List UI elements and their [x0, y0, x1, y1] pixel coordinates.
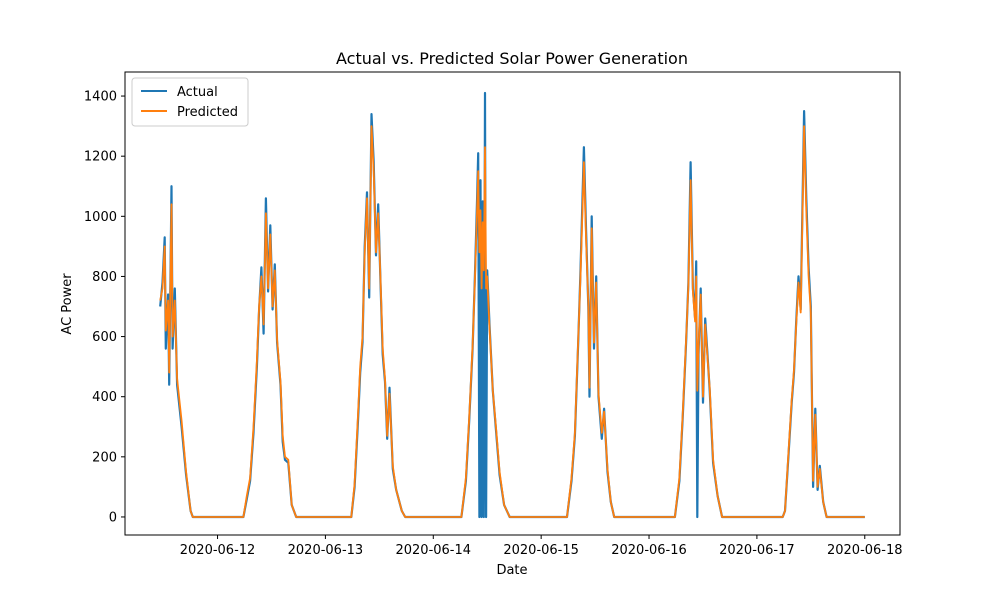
y-tick-label: 200	[92, 450, 117, 465]
legend: Actual Predicted	[132, 78, 248, 126]
y-tick-label: 800	[92, 270, 117, 285]
legend-label-predicted: Predicted	[177, 105, 238, 120]
x-tick-label: 2020-06-15	[503, 543, 579, 558]
x-tick-label: 2020-06-14	[395, 543, 471, 558]
axes-background	[125, 72, 900, 535]
y-axis-label: AC Power	[60, 273, 75, 335]
y-tick-label: 1400	[84, 90, 117, 105]
x-tick-label: 2020-06-16	[611, 543, 687, 558]
y-tick-label: 400	[92, 390, 117, 405]
x-tick-label: 2020-06-12	[180, 543, 256, 558]
chart-title: Actual vs. Predicted Solar Power Generat…	[336, 49, 688, 68]
y-tick-label: 1000	[84, 210, 117, 225]
x-tick-label: 2020-06-18	[827, 543, 903, 558]
x-axis-label: Date	[496, 563, 527, 578]
x-tick-label: 2020-06-17	[719, 543, 795, 558]
legend-label-actual: Actual	[177, 85, 218, 100]
y-tick-label: 600	[92, 330, 117, 345]
x-tick-label: 2020-06-13	[288, 543, 364, 558]
plot-area	[125, 72, 900, 535]
y-tick-label: 0	[109, 510, 117, 525]
y-tick-label: 1200	[84, 150, 117, 165]
